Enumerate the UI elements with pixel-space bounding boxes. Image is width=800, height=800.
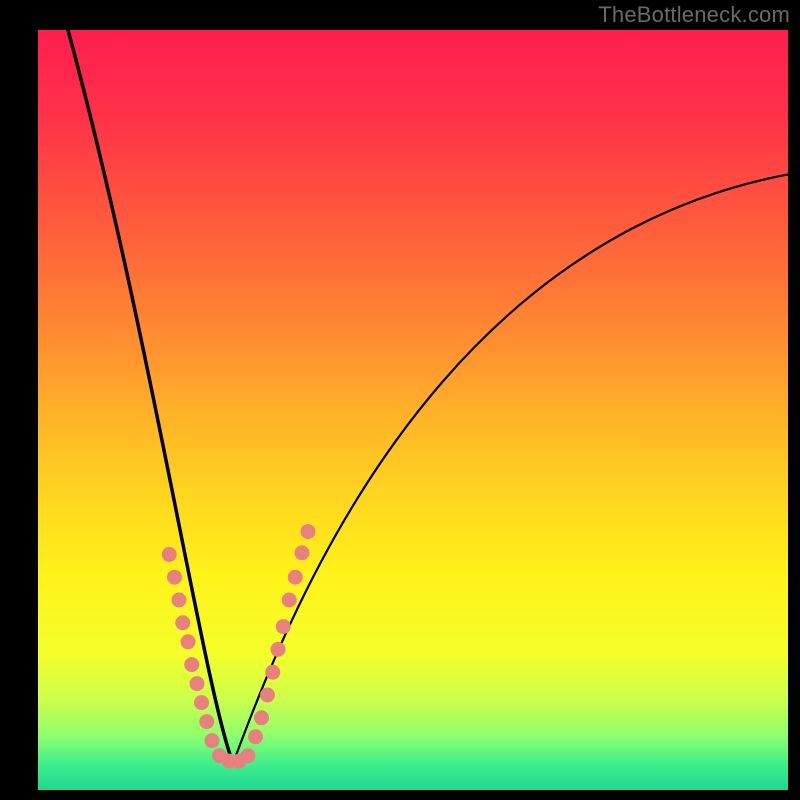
plot-area <box>38 30 788 790</box>
chart-svg <box>38 30 788 790</box>
data-dot <box>205 733 220 748</box>
data-dot <box>184 657 199 672</box>
data-dot <box>248 729 263 744</box>
data-dot <box>162 547 177 562</box>
data-dot <box>265 665 280 680</box>
data-dot <box>194 695 209 710</box>
data-dot <box>181 634 196 649</box>
data-dot <box>175 615 190 630</box>
data-dot <box>167 570 182 585</box>
data-dot <box>190 676 205 691</box>
watermark-text: TheBottleneck.com <box>598 2 790 28</box>
data-dot <box>288 570 303 585</box>
data-dot <box>276 619 291 634</box>
data-dot <box>199 714 214 729</box>
data-dot <box>241 748 256 763</box>
data-dot <box>260 688 275 703</box>
data-dot <box>301 524 316 539</box>
data-dot <box>271 642 286 657</box>
chart-frame: TheBottleneck.com <box>0 0 800 800</box>
data-dot <box>295 545 310 560</box>
data-dot <box>282 593 297 608</box>
gradient-background <box>38 30 788 790</box>
data-dot <box>172 593 187 608</box>
data-dot <box>254 710 269 725</box>
